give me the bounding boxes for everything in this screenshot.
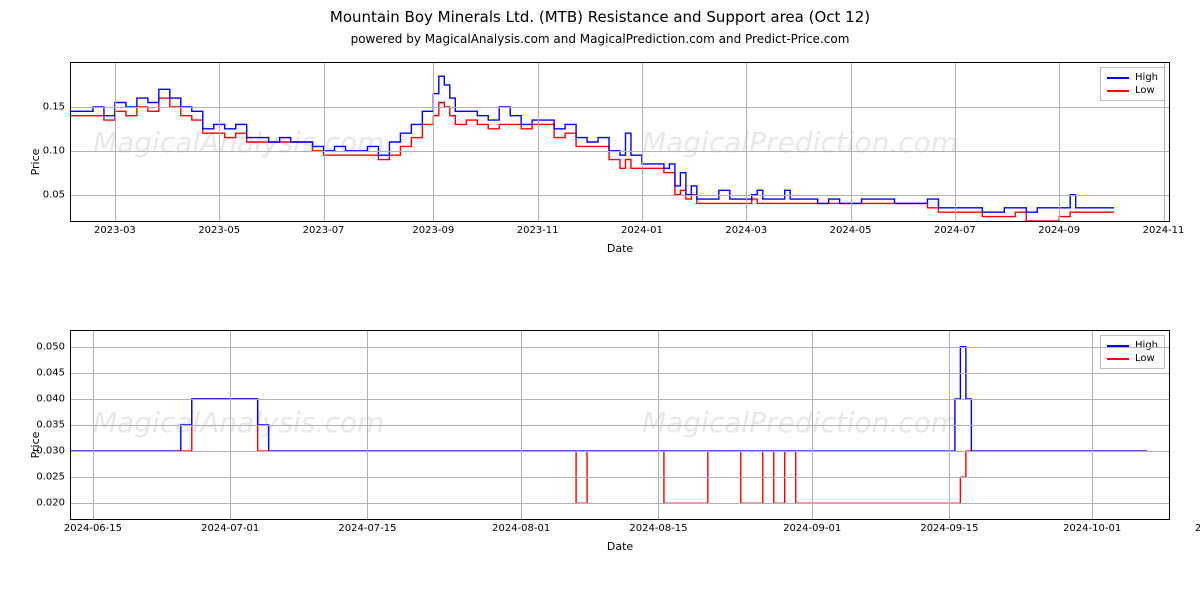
x-tick-label: 2024-11 <box>1143 221 1185 236</box>
gridline-horizontal <box>71 503 1169 504</box>
gridline-horizontal <box>71 425 1169 426</box>
legend-swatch-high <box>1107 77 1129 79</box>
x-tick-label: 2023-09 <box>412 221 454 236</box>
x-tick-label: 2023-03 <box>94 221 136 236</box>
x-tick-label: 2024-07-01 <box>201 519 259 534</box>
gridline-vertical <box>851 63 852 221</box>
gridline-horizontal <box>71 373 1169 374</box>
x-tick-label: 2024-09-01 <box>783 519 841 534</box>
legend-label-high: High <box>1135 72 1158 83</box>
gridline-vertical <box>433 63 434 221</box>
x-tick-label: 2024-07-15 <box>338 519 396 534</box>
gridline-vertical <box>115 63 116 221</box>
x-tick-label: 2024-08-15 <box>629 519 687 534</box>
legend-item-high: High <box>1107 71 1158 84</box>
y-tick-label: 0.020 <box>36 498 71 509</box>
gridline-horizontal <box>71 477 1169 478</box>
chart-figure: Mountain Boy Minerals Ltd. (MTB) Resista… <box>0 0 1200 600</box>
gridline-horizontal <box>71 107 1169 108</box>
upper-chart-svg <box>71 63 1169 221</box>
y-tick-label: 0.040 <box>36 393 71 404</box>
gridline-horizontal <box>71 451 1169 452</box>
gridline-vertical <box>746 63 747 221</box>
y-tick-label: 0.045 <box>36 367 71 378</box>
x-tick-label: 2023-07 <box>303 221 345 236</box>
legend-item-low: Low <box>1107 352 1158 365</box>
y-tick-label: 0.15 <box>43 101 71 112</box>
x-tick-label: 2024-08-01 <box>492 519 550 534</box>
gridline-vertical <box>521 331 522 519</box>
gridline-vertical <box>1059 63 1060 221</box>
legend-label-high: High <box>1135 340 1158 351</box>
gridline-vertical <box>324 63 325 221</box>
x-tick-label: 2024-03 <box>725 221 767 236</box>
y-tick-label: 0.025 <box>36 472 71 483</box>
gridline-vertical <box>1092 331 1093 519</box>
gridline-horizontal <box>71 399 1169 400</box>
gridline-vertical <box>949 331 950 519</box>
legend-box: High Low <box>1100 335 1165 369</box>
x-tick-label: 2024-10-01 <box>1063 519 1121 534</box>
x-tick-label: 2023-11 <box>517 221 559 236</box>
gridline-vertical <box>219 63 220 221</box>
x-tick-label: 2024-05 <box>830 221 872 236</box>
x-tick-label: 2024-10-15 <box>1195 519 1200 534</box>
upper-chart-panel: MagicalAnalysis.com MagicalPrediction.co… <box>70 62 1170 262</box>
y-tick-label: 0.10 <box>43 145 71 156</box>
legend-label-low: Low <box>1135 353 1155 364</box>
gridline-vertical <box>658 331 659 519</box>
chart-title: Mountain Boy Minerals Ltd. (MTB) Resista… <box>0 0 1200 26</box>
x-axis-label: Date <box>607 540 633 553</box>
lower-chart-panel: MagicalAnalysis.com MagicalPrediction.co… <box>70 330 1170 560</box>
gridline-vertical <box>955 63 956 221</box>
lower-plot-area: MagicalAnalysis.com MagicalPrediction.co… <box>70 330 1170 520</box>
chart-subtitle: powered by MagicalAnalysis.com and Magic… <box>0 26 1200 52</box>
gridline-horizontal <box>71 151 1169 152</box>
y-tick-label: 0.050 <box>36 341 71 352</box>
legend-swatch-low <box>1107 358 1129 360</box>
x-tick-label: 2023-05 <box>198 221 240 236</box>
series-low <box>71 98 1114 221</box>
y-axis-label: Price <box>29 432 42 459</box>
gridline-vertical <box>538 63 539 221</box>
gridline-vertical <box>1164 63 1165 221</box>
legend-item-high: High <box>1107 339 1158 352</box>
gridline-vertical <box>812 331 813 519</box>
gridline-horizontal <box>71 195 1169 196</box>
x-tick-label: 2024-01 <box>621 221 663 236</box>
legend-label-low: Low <box>1135 85 1155 96</box>
x-axis-label: Date <box>607 242 633 255</box>
gridline-vertical <box>230 331 231 519</box>
x-tick-label: 2024-06-15 <box>64 519 122 534</box>
legend-box: High Low <box>1100 67 1165 101</box>
y-tick-label: 0.035 <box>36 420 71 431</box>
y-axis-label: Price <box>29 149 42 176</box>
gridline-horizontal <box>71 347 1169 348</box>
legend-item-low: Low <box>1107 84 1158 97</box>
x-tick-label: 2024-09-15 <box>920 519 978 534</box>
legend-swatch-low <box>1107 90 1129 92</box>
gridline-vertical <box>367 331 368 519</box>
x-tick-label: 2024-09 <box>1038 221 1080 236</box>
upper-plot-area: MagicalAnalysis.com MagicalPrediction.co… <box>70 62 1170 222</box>
series-high <box>71 76 1114 212</box>
x-tick-label: 2024-07 <box>934 221 976 236</box>
gridline-vertical <box>642 63 643 221</box>
y-tick-label: 0.05 <box>43 189 71 200</box>
gridline-vertical <box>93 331 94 519</box>
